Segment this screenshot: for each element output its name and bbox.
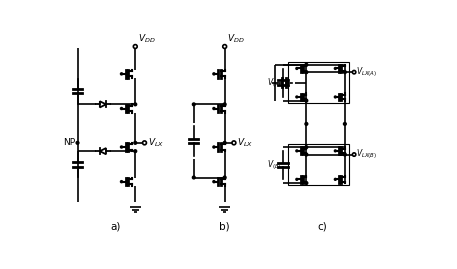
Text: $V_{LX}$: $V_{LX}$ [237, 137, 253, 149]
Circle shape [121, 146, 122, 148]
Text: $V_{LX}$: $V_{LX}$ [148, 137, 164, 149]
Circle shape [192, 103, 195, 106]
Circle shape [344, 71, 346, 73]
Text: b): b) [218, 222, 229, 232]
Circle shape [121, 181, 122, 183]
Bar [288, 144, 350, 185]
Circle shape [305, 122, 308, 125]
Circle shape [305, 71, 308, 73]
Circle shape [213, 181, 215, 183]
Text: $V_{DD}$: $V_{DD}$ [227, 32, 244, 45]
Circle shape [305, 63, 308, 66]
Circle shape [305, 182, 308, 185]
Circle shape [296, 150, 298, 152]
Circle shape [296, 179, 298, 180]
Circle shape [143, 141, 146, 145]
Circle shape [335, 150, 336, 152]
Circle shape [134, 141, 137, 144]
Circle shape [192, 176, 195, 179]
Circle shape [335, 68, 336, 69]
Text: $V_{DD}$: $V_{DD}$ [138, 32, 155, 45]
Text: NP: NP [63, 138, 75, 147]
Text: a): a) [111, 222, 121, 232]
Circle shape [134, 150, 137, 153]
Circle shape [352, 153, 356, 156]
Circle shape [223, 103, 226, 106]
Text: $V_{(B)}$: $V_{(B)}$ [267, 158, 282, 172]
Circle shape [76, 141, 79, 144]
Text: $V_{(A)}$: $V_{(A)}$ [267, 76, 282, 90]
Text: c): c) [318, 222, 327, 232]
Circle shape [223, 45, 227, 48]
Text: $V_{LX(A)}$: $V_{LX(A)}$ [356, 65, 377, 79]
Circle shape [305, 99, 308, 102]
Circle shape [344, 153, 346, 156]
Circle shape [352, 70, 356, 74]
Circle shape [134, 103, 137, 106]
Bar [288, 62, 350, 103]
Circle shape [335, 179, 336, 180]
Circle shape [344, 122, 346, 125]
Circle shape [305, 153, 308, 156]
Text: $V_{LX(B)}$: $V_{LX(B)}$ [356, 148, 377, 161]
Circle shape [133, 45, 137, 48]
Circle shape [223, 141, 226, 144]
Circle shape [223, 176, 226, 179]
Circle shape [296, 68, 298, 69]
Circle shape [335, 96, 336, 98]
Circle shape [121, 73, 122, 75]
Circle shape [213, 146, 215, 148]
Circle shape [305, 146, 308, 148]
Circle shape [213, 73, 215, 75]
Circle shape [121, 108, 122, 109]
Circle shape [232, 141, 236, 145]
Circle shape [296, 96, 298, 98]
Circle shape [213, 108, 215, 109]
